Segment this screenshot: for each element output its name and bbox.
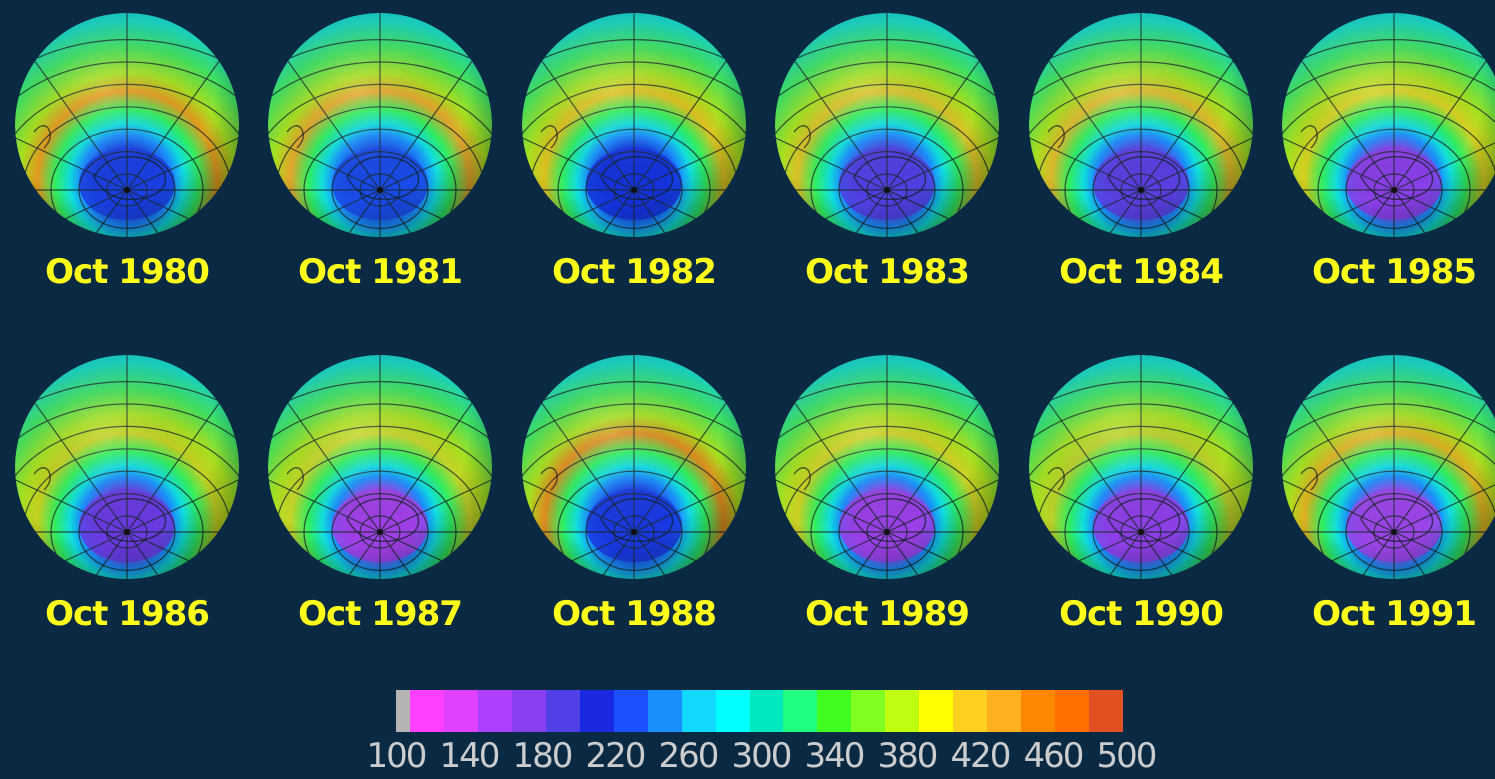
- ozone-panel: Oct 1985: [1269, 0, 1495, 310]
- globe-image: [1029, 13, 1253, 237]
- colorbar-tick-label: 180: [512, 736, 574, 776]
- colorbar-swatch: [613, 690, 648, 732]
- ozone-panel: Oct 1991: [1269, 342, 1495, 652]
- ozone-globe: [14, 12, 240, 238]
- colorbar-swatch: [1021, 690, 1056, 732]
- colorbar: [396, 690, 1124, 732]
- globe-image: [1282, 13, 1495, 237]
- colorbar-swatch: [1089, 690, 1124, 732]
- ozone-panel: Oct 1982: [509, 0, 749, 310]
- colorbar-tick-label: 500: [1096, 736, 1158, 776]
- panel-date-label: Oct 1987: [298, 594, 463, 634]
- globe-image: [15, 355, 239, 579]
- ozone-panel: Oct 1983: [762, 0, 1002, 310]
- panel-date-label: Oct 1989: [805, 594, 970, 634]
- colorbar-tick-label: 420: [950, 736, 1012, 776]
- panel-date-label: Oct 1980: [45, 252, 210, 292]
- colorbar-swatch: [783, 690, 818, 732]
- colorbar-swatch: [851, 690, 886, 732]
- ozone-globe: [14, 354, 240, 580]
- colorbar-swatch: [749, 690, 784, 732]
- ozone-globe: [1028, 354, 1254, 580]
- panel-date-label: Oct 1984: [1059, 252, 1224, 292]
- colorbar-ticks: 100 140 180 220 260 300 340 380 420 460 500: [366, 736, 1158, 776]
- colorbar-swatch: [885, 690, 920, 732]
- colorbar-tick-label: 220: [585, 736, 647, 776]
- colorbar-swatch: [1055, 690, 1090, 732]
- globe-image: [775, 355, 999, 579]
- globe-image: [268, 13, 492, 237]
- globe-image: [775, 13, 999, 237]
- colorbar-swatch: [953, 690, 988, 732]
- ozone-globe: [1281, 12, 1495, 238]
- colorbar-swatch: [715, 690, 750, 732]
- colorbar-swatch: [477, 690, 512, 732]
- panel-date-label: Oct 1986: [45, 594, 210, 634]
- ozone-globe: [521, 12, 747, 238]
- colorbar-swatch: [681, 690, 716, 732]
- globe-image: [15, 13, 239, 237]
- panel-date-label: Oct 1988: [552, 594, 717, 634]
- ozone-globe: [1281, 354, 1495, 580]
- colorbar-tick-label: 300: [731, 736, 793, 776]
- ozone-panel: Oct 1990: [1016, 342, 1256, 652]
- globe-image: [522, 13, 746, 237]
- ozone-globe: [521, 354, 747, 580]
- ozone-panel: Oct 1988: [509, 342, 749, 652]
- colorbar-tick-label: 340: [804, 736, 866, 776]
- colorbar-swatch: [410, 690, 444, 732]
- colorbar-tick-label: 100: [366, 736, 428, 776]
- colorbar-swatch: [443, 690, 478, 732]
- colorbar-swatch: [545, 690, 580, 732]
- ozone-panel: Oct 1989: [762, 342, 1002, 652]
- ozone-globe: [774, 354, 1000, 580]
- ozone-globe: [267, 354, 493, 580]
- panel-date-label: Oct 1981: [298, 252, 463, 292]
- colorbar-swatch: [987, 690, 1022, 732]
- panel-date-label: Oct 1990: [1059, 594, 1224, 634]
- colorbar-swatch: [396, 690, 410, 732]
- ozone-panel: Oct 1987: [255, 342, 495, 652]
- colorbar-tick-label: 260: [658, 736, 720, 776]
- ozone-panel: Oct 1980: [2, 0, 242, 310]
- panel-date-label: Oct 1983: [805, 252, 970, 292]
- ozone-globe: [774, 12, 1000, 238]
- colorbar-swatch: [647, 690, 682, 732]
- panel-date-label: Oct 1985: [1312, 252, 1477, 292]
- ozone-globe: [1028, 12, 1254, 238]
- colorbar-tick-label: 380: [877, 736, 939, 776]
- globe-image: [268, 355, 492, 579]
- ozone-panel: Oct 1984: [1016, 0, 1256, 310]
- globe-image: [1282, 355, 1495, 579]
- panel-date-label: Oct 1991: [1312, 594, 1477, 634]
- colorbar-swatch: [817, 690, 852, 732]
- colorbar-swatch: [579, 690, 614, 732]
- ozone-panel: Oct 1981: [255, 0, 495, 310]
- colorbar-tick-label: 140: [439, 736, 501, 776]
- globe-image: [522, 355, 746, 579]
- ozone-panel: Oct 1986: [2, 342, 242, 652]
- globe-image: [1029, 355, 1253, 579]
- colorbar-swatch: [919, 690, 954, 732]
- colorbar-swatch: [511, 690, 546, 732]
- panel-date-label: Oct 1982: [552, 252, 717, 292]
- colorbar-tick-label: 460: [1023, 736, 1085, 776]
- ozone-globe: [267, 12, 493, 238]
